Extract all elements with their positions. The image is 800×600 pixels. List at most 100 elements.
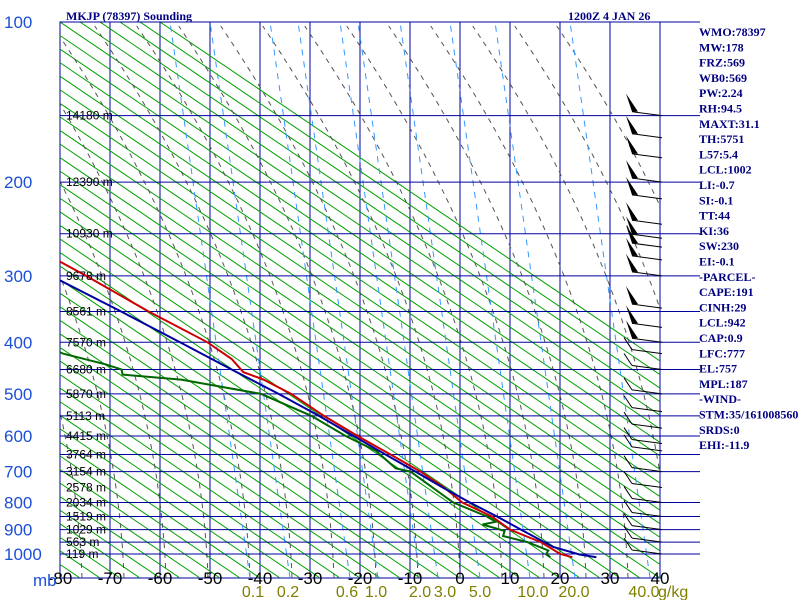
index-value: WB0:569 — [699, 71, 747, 85]
wind-barb-shaft — [631, 407, 663, 413]
mixing-ratio-tick-label: 5.0 — [469, 584, 491, 600]
index-value: -WIND- — [699, 392, 741, 406]
wind-barb-flag — [626, 305, 638, 324]
mixing-ratio-tick-label: 20.0 — [558, 584, 589, 600]
index-value: TT:44 — [699, 209, 730, 223]
mixing-ratio-tick-label: 40.0 — [628, 584, 659, 600]
pressure-tick-label: 500 — [4, 385, 32, 404]
height-label: 3154 m — [66, 465, 106, 479]
dry-adiabat-line — [60, 360, 381, 578]
wind-barb-flag — [626, 253, 638, 272]
wind-barb-feather — [623, 337, 633, 350]
mixing-ratio-unit-label: g/kg — [658, 584, 688, 600]
wind-barb-flag — [626, 237, 638, 256]
height-label: 1519 m — [66, 510, 106, 524]
height-label: 14180 m — [66, 109, 113, 123]
height-label: 7570 m — [66, 335, 106, 349]
index-value: MW:178 — [699, 40, 744, 54]
index-value: -PARCEL- — [699, 270, 755, 284]
pressure-tick-label: 700 — [4, 463, 32, 482]
index-value: KI:36 — [699, 224, 729, 238]
height-label: 2578 m — [66, 481, 106, 495]
wind-barb-feather — [623, 427, 633, 440]
moist-adiabat-line — [430, 25, 629, 578]
mixing-ratio-tick-label: 1.0 — [365, 584, 387, 600]
height-label: 10930 m — [66, 227, 113, 241]
temperature-tick-label: -50 — [198, 569, 223, 588]
wind-barb-feather — [623, 377, 633, 391]
mixing-ratio-line — [569, 22, 651, 578]
wind-barb-shaft — [631, 322, 663, 328]
index-value: FRZ:569 — [699, 56, 745, 70]
temperature-tick-label: -40 — [248, 569, 273, 588]
index-value: SRDS:0 — [699, 423, 740, 437]
wind-barb-feather — [623, 471, 633, 484]
wind-barb-flag — [626, 135, 638, 154]
dry-adiabat-line — [60, 75, 660, 484]
wind-barb-shaft — [631, 349, 663, 355]
wind-barb-shaft — [631, 255, 663, 261]
dry-adiabat-line — [60, 157, 660, 566]
index-value: PW:2.24 — [699, 86, 743, 100]
temperature-profile — [60, 260, 573, 559]
mixing-ratio-line — [169, 22, 251, 578]
height-label: 5870 m — [66, 387, 106, 401]
pressure-unit-label: mb — [33, 571, 57, 590]
dry-adiabat-line — [60, 373, 361, 578]
wind-barb-shaft — [631, 483, 663, 489]
wind-barb-flag — [626, 160, 638, 179]
index-value: SW:230 — [699, 239, 739, 253]
dry-adiabat-line — [139, 22, 660, 376]
moist-adiabat-line — [388, 25, 587, 578]
index-value: EL:757 — [699, 362, 737, 376]
mixing-ratio-line — [297, 22, 379, 578]
dry-adiabat-line — [60, 441, 261, 578]
mixing-ratio-line — [399, 22, 481, 578]
wind-barb-feather — [623, 537, 633, 551]
mixing-ratio-line — [449, 22, 531, 578]
height-label: 8561 m — [66, 304, 106, 318]
wind-barb-shaft — [631, 511, 663, 517]
temperature-tick-label: -60 — [148, 569, 173, 588]
moist-adiabat-line — [220, 25, 419, 578]
index-value: CAPE:191 — [699, 285, 754, 299]
height-label: 563 m — [66, 535, 99, 549]
pressure-tick-label: 300 — [4, 267, 32, 286]
dry-adiabat-line — [159, 22, 660, 362]
dry-adiabat-line — [60, 143, 660, 552]
dewpoint-profile — [60, 351, 552, 558]
dry-adiabat-line — [60, 238, 561, 578]
index-value: LI:-0.7 — [699, 178, 735, 192]
index-value: EHI:-11.9 — [699, 438, 749, 452]
index-value: LCL:942 — [699, 316, 746, 330]
dry-adiabat-line — [60, 116, 660, 525]
dry-adiabat-line — [60, 319, 441, 578]
dry-adiabat-line — [60, 455, 241, 578]
dry-adiabat-line — [60, 279, 501, 578]
wind-barbs — [623, 93, 663, 555]
wind-barb-shaft — [631, 177, 663, 183]
wind-barb-flag — [626, 216, 638, 235]
wind-barb-shaft — [631, 389, 663, 395]
wind-barb-flag — [626, 176, 638, 195]
wind-barb-shaft — [631, 242, 663, 248]
moist-adiabat-line — [178, 25, 377, 578]
index-value: CAP:0.9 — [699, 331, 743, 345]
moist-adiabat-line — [136, 25, 335, 578]
moist-adiabat-line — [60, 409, 83, 578]
moist-adiabat-line — [514, 25, 660, 311]
dry-adiabats — [60, 22, 660, 578]
pressure-tick-label: 400 — [4, 333, 32, 352]
height-label: 9678 m — [66, 269, 106, 283]
wind-barb-shaft — [631, 337, 663, 343]
wind-barb-shaft — [631, 194, 663, 200]
wind-barb-feather — [623, 434, 633, 448]
pressure-tick-label: 800 — [4, 493, 32, 512]
wind-barb-shaft — [631, 467, 663, 473]
index-value: RH:94.5 — [699, 102, 742, 116]
dry-adiabat-line — [60, 184, 641, 578]
dry-adiabat-line — [60, 414, 301, 578]
moist-adiabat-line — [60, 274, 125, 578]
height-label: 3764 m — [66, 448, 106, 462]
